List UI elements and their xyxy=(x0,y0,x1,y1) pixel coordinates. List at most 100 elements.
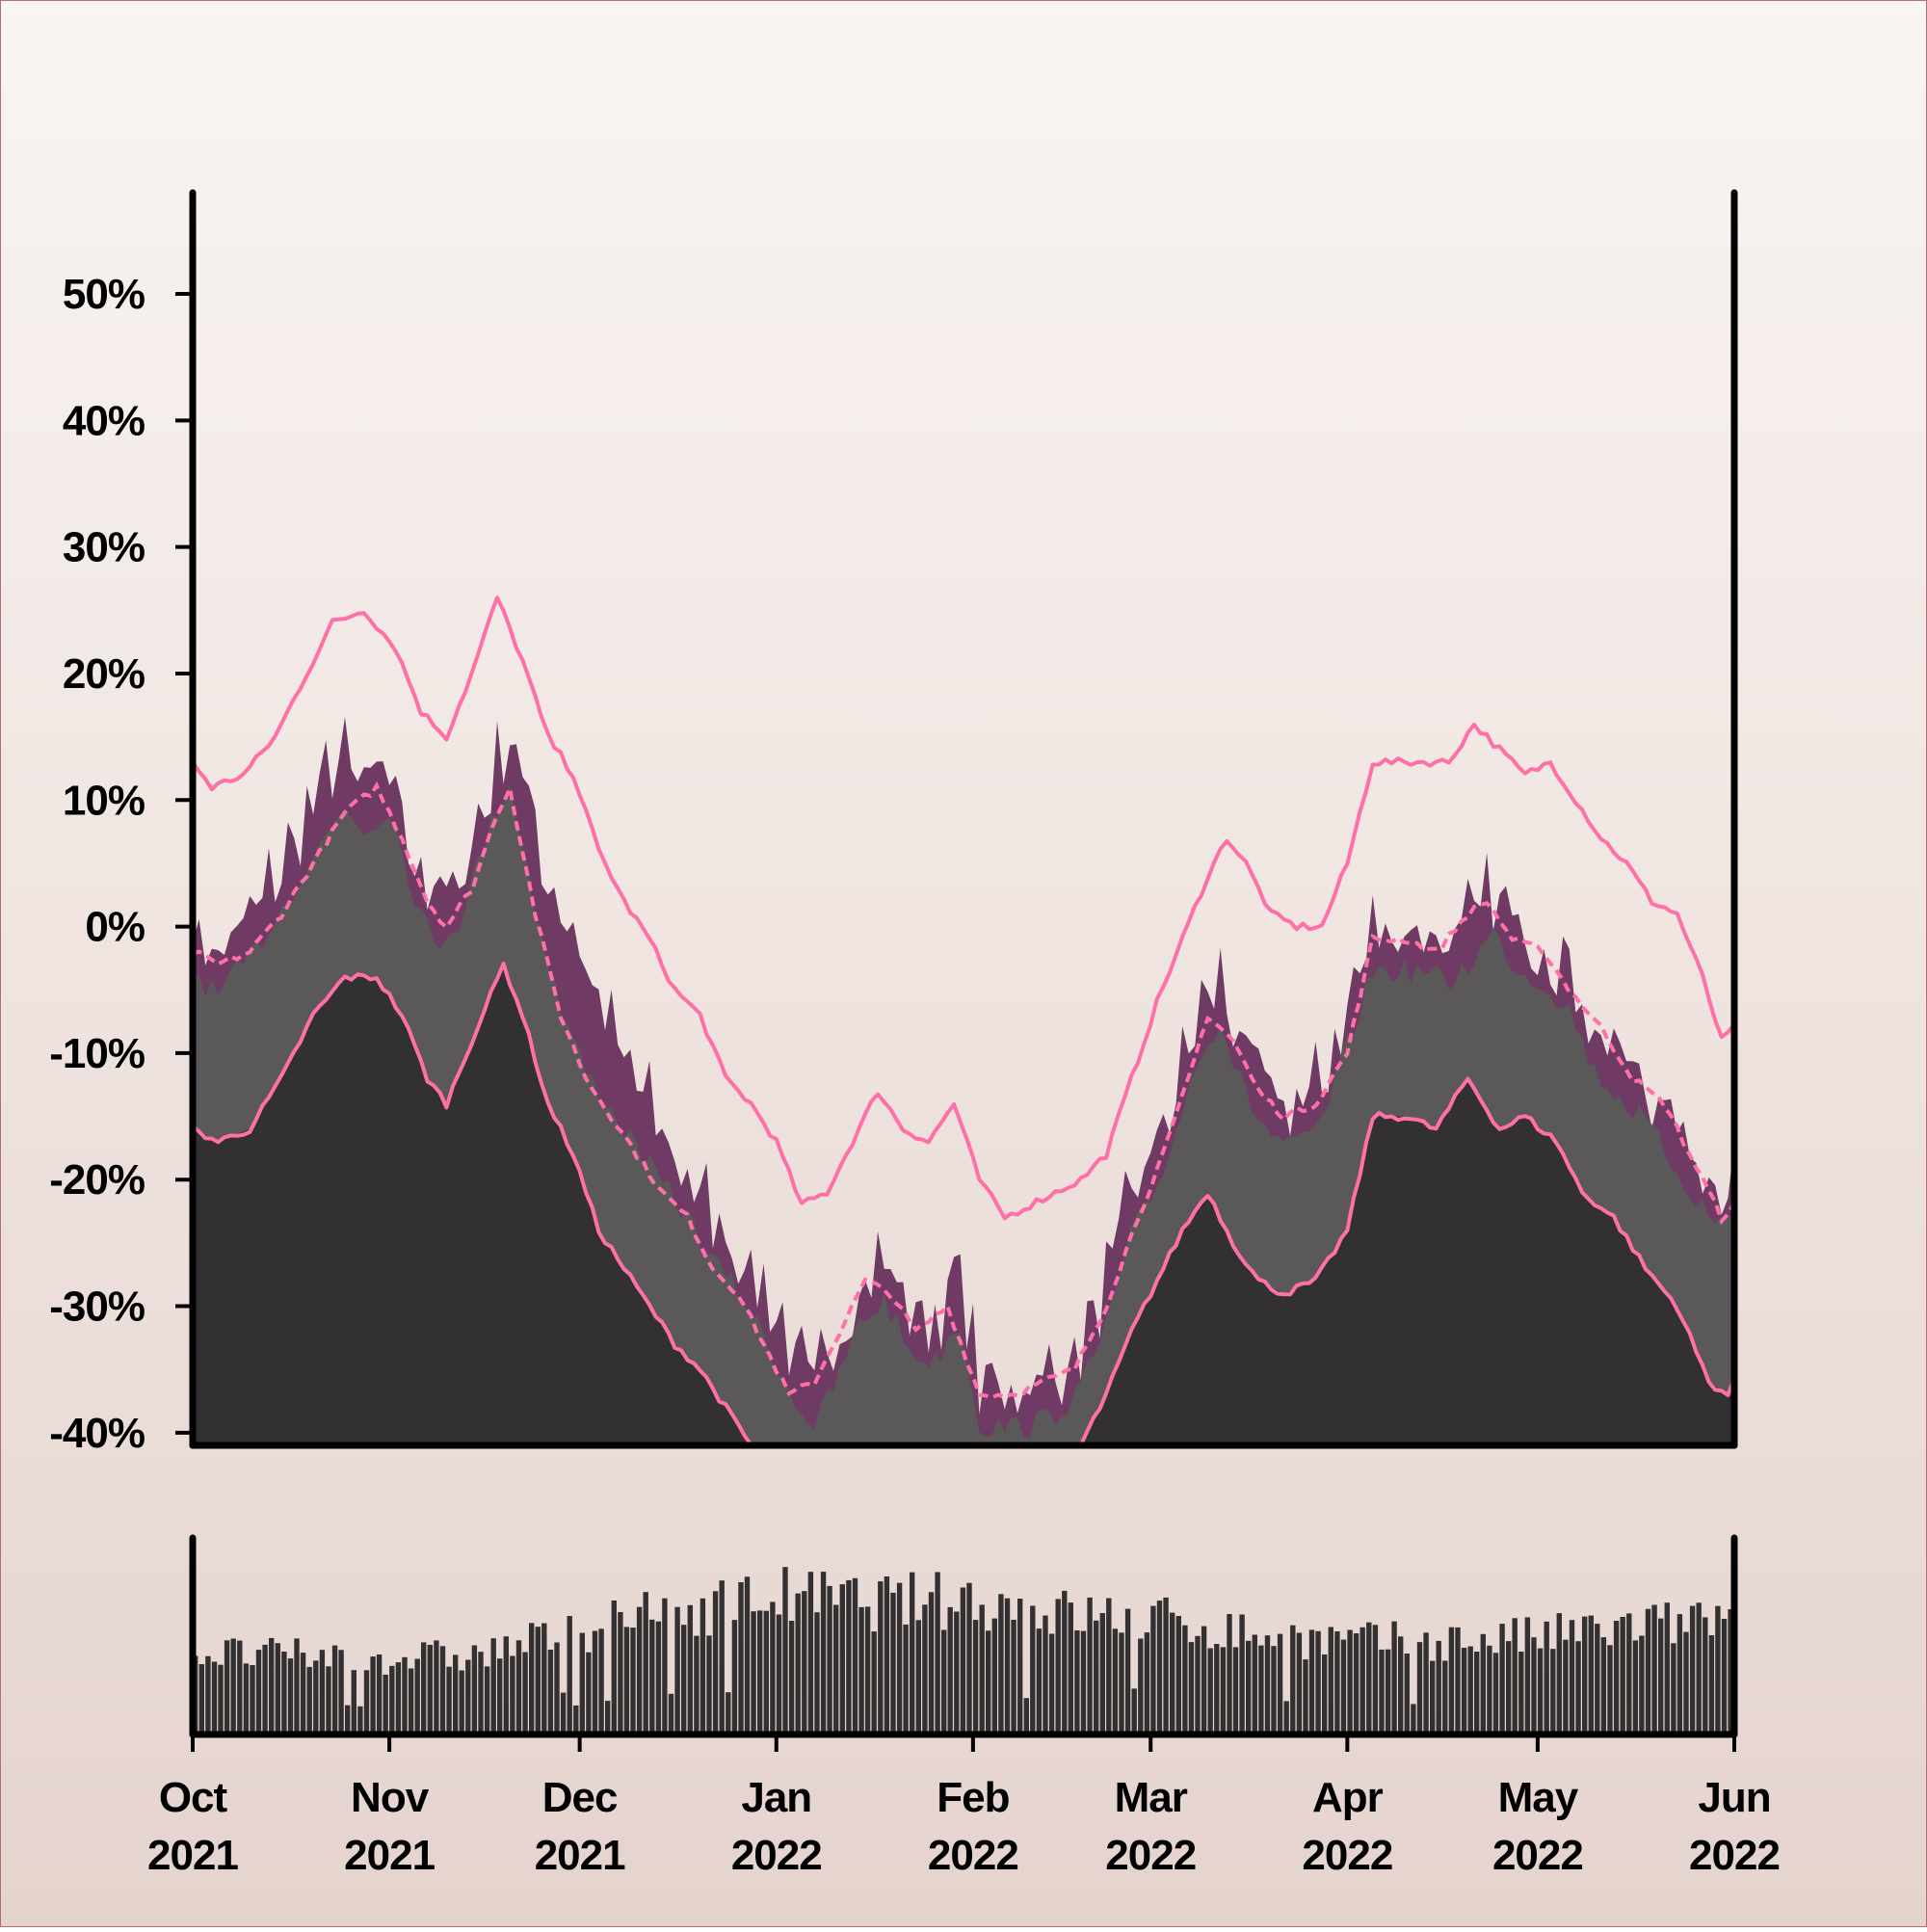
volume-bar xyxy=(1416,1642,1423,1734)
volume-bar xyxy=(1632,1640,1639,1734)
y-tick-label: -20% xyxy=(49,1156,145,1204)
volume-bar xyxy=(960,1587,966,1734)
volume-bar xyxy=(598,1628,604,1734)
volume-bar xyxy=(922,1604,928,1734)
volume-bar xyxy=(966,1582,972,1734)
volume-bar xyxy=(218,1664,224,1734)
volume-bar xyxy=(567,1616,572,1734)
volume-bar xyxy=(814,1612,820,1734)
volume-bar xyxy=(890,1592,896,1734)
volume-bar xyxy=(1651,1604,1657,1734)
volume-bar xyxy=(1170,1612,1175,1734)
volume-bar xyxy=(515,1640,522,1734)
volume-bar xyxy=(484,1666,490,1734)
trend-dashed-line xyxy=(193,781,1734,1400)
volume-bar xyxy=(363,1670,370,1734)
volume-bar xyxy=(649,1619,655,1734)
volume-bar xyxy=(871,1631,877,1734)
x-tick-label-month: Mar xyxy=(1115,1774,1188,1821)
volume-bar xyxy=(1721,1619,1728,1734)
volume-bar xyxy=(694,1635,700,1734)
lower-band-area-0 xyxy=(193,965,752,1445)
volume-bar xyxy=(376,1654,383,1734)
volume-bar xyxy=(986,1630,991,1734)
volume-bar xyxy=(1214,1644,1220,1734)
volume-bar xyxy=(230,1638,236,1734)
volume-bar xyxy=(1524,1617,1531,1734)
volume-bar xyxy=(1480,1633,1486,1734)
volume-bar xyxy=(751,1611,756,1734)
volume-bar xyxy=(1195,1635,1201,1734)
volume-bar xyxy=(1379,1649,1385,1734)
volume-bar xyxy=(681,1625,687,1734)
volume-bar xyxy=(618,1612,623,1734)
volume-bar xyxy=(471,1645,478,1734)
volume-bar xyxy=(1385,1649,1391,1734)
volume-bar xyxy=(1150,1605,1156,1734)
volume-bar xyxy=(275,1643,280,1734)
volume-bar xyxy=(1620,1617,1625,1734)
volume-bar xyxy=(1308,1629,1315,1734)
volume-bar xyxy=(408,1668,414,1734)
volume-bar xyxy=(687,1604,693,1734)
volume-bar xyxy=(1023,1698,1029,1734)
volume-bar xyxy=(1004,1598,1011,1734)
x-tick-label-month: Jun xyxy=(1698,1774,1770,1821)
volume-bar xyxy=(1492,1653,1499,1734)
volume-bar xyxy=(529,1623,535,1734)
x-tick-label-year: 2022 xyxy=(1689,1832,1780,1879)
volume-bar xyxy=(1544,1621,1549,1734)
volume-bar xyxy=(903,1624,909,1734)
volume-bar xyxy=(1575,1641,1581,1734)
volume-bar xyxy=(1353,1633,1359,1734)
volume-bar xyxy=(1715,1605,1721,1734)
volume-bar xyxy=(668,1693,674,1734)
volume-bar xyxy=(1334,1631,1340,1734)
volume-bar xyxy=(402,1656,408,1734)
volume-bar xyxy=(662,1598,668,1734)
volume-bar xyxy=(1062,1590,1068,1734)
x-tick-label-year: 2021 xyxy=(147,1832,238,1879)
volume-bar xyxy=(706,1635,712,1734)
volume-bar xyxy=(757,1610,763,1734)
volume-bar xyxy=(497,1658,503,1734)
volume-bar xyxy=(1232,1647,1239,1734)
volume-bar xyxy=(1163,1597,1169,1734)
volume-bar xyxy=(560,1692,567,1734)
volume-bar xyxy=(281,1652,287,1734)
volume-bar xyxy=(776,1614,782,1734)
volume-bar xyxy=(738,1582,744,1734)
volume-bar xyxy=(1499,1624,1505,1734)
volume-bar xyxy=(300,1653,306,1734)
lower-band-line-1 xyxy=(1078,1076,1734,1445)
volume-bar xyxy=(331,1645,338,1734)
volume-bar xyxy=(1124,1608,1131,1734)
lower-band-line-0 xyxy=(193,962,753,1445)
volume-bar xyxy=(630,1628,636,1734)
x-tick-label-year: 2021 xyxy=(535,1832,625,1879)
volume-bar xyxy=(1448,1627,1455,1734)
volume-bar xyxy=(1220,1647,1227,1734)
volume-bar xyxy=(782,1567,788,1734)
volume-bar xyxy=(884,1576,890,1734)
volume-bar xyxy=(211,1661,218,1734)
volume-bar xyxy=(1094,1620,1099,1734)
volume-bar xyxy=(306,1666,312,1734)
volume-bar xyxy=(1099,1613,1105,1734)
volume-bar xyxy=(802,1591,807,1734)
volume-bar xyxy=(807,1572,814,1734)
volume-bar xyxy=(1537,1648,1544,1734)
volume-bar xyxy=(864,1606,871,1734)
volume-bar xyxy=(338,1650,344,1734)
volume-bar xyxy=(1696,1602,1702,1734)
volume-bar xyxy=(972,1620,979,1734)
volume-bar xyxy=(1676,1614,1683,1734)
volume-bar xyxy=(1144,1632,1150,1734)
volume-bar xyxy=(351,1670,356,1734)
volume-bar xyxy=(287,1658,294,1734)
volume-bar xyxy=(1252,1634,1257,1734)
volume-bar xyxy=(198,1664,204,1734)
volume-bar xyxy=(947,1606,953,1734)
y-tick-label: 40% xyxy=(63,397,145,444)
volume-bar xyxy=(928,1592,935,1734)
